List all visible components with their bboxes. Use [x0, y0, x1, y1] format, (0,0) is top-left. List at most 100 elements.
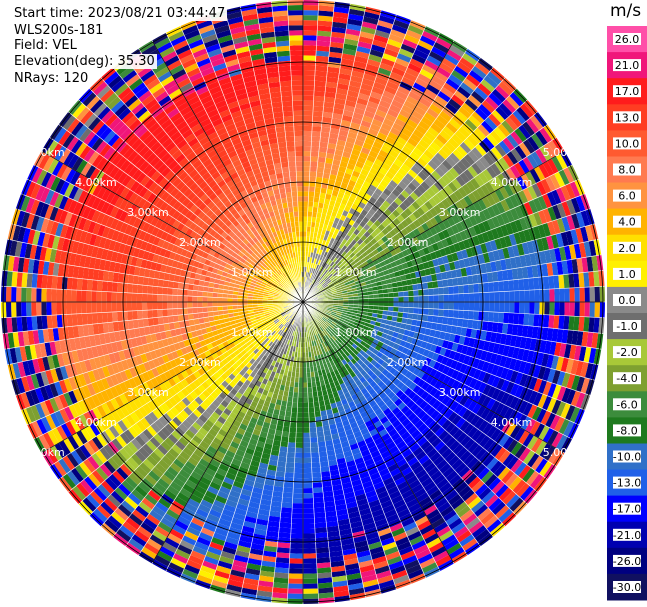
radar-gate: [303, 347, 306, 353]
radar-gate: [359, 31, 375, 40]
radar-gate: [596, 333, 604, 350]
radar-gate: [498, 449, 511, 464]
radar-gate: [455, 211, 465, 222]
radar-gate: [312, 273, 316, 279]
radar-gate: [296, 422, 303, 428]
radar-gate: [114, 487, 128, 501]
radar-gate: [306, 367, 311, 373]
radar-gate: [366, 200, 374, 209]
radar-gate: [427, 281, 434, 289]
radar-gate: [509, 290, 515, 302]
radar-gate: [588, 317, 595, 333]
radar-gate: [233, 339, 240, 346]
radar-gate: [363, 584, 380, 593]
radar-gate: [350, 232, 357, 240]
radar-gate: [446, 216, 456, 227]
radar-gate: [347, 582, 364, 591]
radar-gate: [519, 373, 528, 387]
radar-gate: [310, 284, 314, 290]
radar-gate: [327, 454, 337, 462]
radar-gate: [509, 425, 521, 440]
radar-gate: [125, 476, 138, 489]
radar-gate: [549, 302, 555, 316]
radar-gate: [411, 319, 418, 327]
radar-gate: [372, 39, 387, 49]
radar-gate: [427, 173, 438, 185]
radar-gate: [389, 272, 396, 279]
radar-gate: [321, 293, 327, 296]
radar-gate: [447, 455, 460, 467]
radar-gate: [413, 49, 429, 60]
radar-gate: [303, 533, 316, 539]
radar-gate: [287, 593, 303, 599]
radar-gate: [255, 327, 261, 333]
radar-gate: [279, 330, 284, 336]
radar-gate: [386, 283, 393, 289]
radar-gate: [531, 265, 539, 278]
radar-gate: [239, 340, 246, 347]
radar-gate: [337, 309, 343, 313]
radar-gate: [303, 382, 308, 388]
radar-gate: [542, 208, 552, 223]
radar-gate: [261, 452, 271, 460]
radar-gate: [273, 338, 279, 345]
radar-gate: [366, 462, 377, 472]
radar-gate: [106, 412, 118, 426]
radar-gate: [372, 309, 379, 314]
radar-gate: [382, 476, 395, 486]
radar-gate: [373, 513, 386, 523]
ray-separator: [302, 301, 595, 381]
radar-gate: [503, 312, 510, 324]
radar-gate: [303, 246, 306, 252]
radar-gate: [281, 436, 289, 443]
radar-gate: [433, 214, 443, 224]
radar-gate: [364, 6, 382, 16]
radar-gate: [378, 297, 384, 302]
radar-gate: [450, 269, 458, 279]
radar-gate: [511, 324, 519, 336]
radar-gate: [313, 507, 326, 514]
radar-gate: [319, 260, 324, 267]
radar-gate: [575, 360, 584, 377]
radar-gate: [289, 313, 294, 318]
radar-gate: [325, 252, 331, 259]
radar-gate: [504, 302, 510, 313]
radar-gate: [309, 320, 312, 326]
radar-gate: [314, 80, 327, 87]
radar-gate: [362, 16, 379, 25]
radar-gate: [436, 525, 451, 538]
radar-gate: [146, 513, 161, 526]
radar-gate: [403, 100, 417, 111]
radar-gate: [65, 420, 77, 436]
radar-gate: [379, 275, 386, 282]
radar-gate: [325, 328, 330, 334]
radar-gate: [317, 333, 322, 339]
radar-gate: [506, 439, 519, 453]
radar-gate: [231, 345, 238, 353]
radar-gate: [249, 358, 256, 365]
radar-gate: [457, 406, 468, 418]
radar-gate: [456, 446, 468, 459]
radar-gate: [368, 184, 377, 193]
radar-gate: [412, 219, 422, 228]
radar-gate: [260, 498, 272, 506]
radar-gate: [441, 255, 449, 265]
radar-gate: [453, 334, 461, 344]
radar-gate: [303, 221, 308, 227]
radar-gate: [412, 464, 425, 476]
radar-gate: [444, 141, 456, 153]
radar-gate: [315, 309, 321, 313]
radar-gate: [455, 417, 466, 429]
radar-gate: [421, 528, 437, 540]
radar-gate: [197, 347, 205, 355]
radar-gate: [250, 400, 258, 408]
radar-gate: [314, 370, 319, 377]
radar-gate: [303, 337, 306, 343]
radar-gate: [326, 308, 333, 312]
radar-gate: [496, 214, 506, 227]
radar-gate: [448, 261, 456, 271]
radar-gate: [313, 100, 324, 107]
radar-gate: [558, 418, 570, 435]
radar-gate: [163, 489, 177, 501]
radar-gate: [484, 473, 498, 488]
